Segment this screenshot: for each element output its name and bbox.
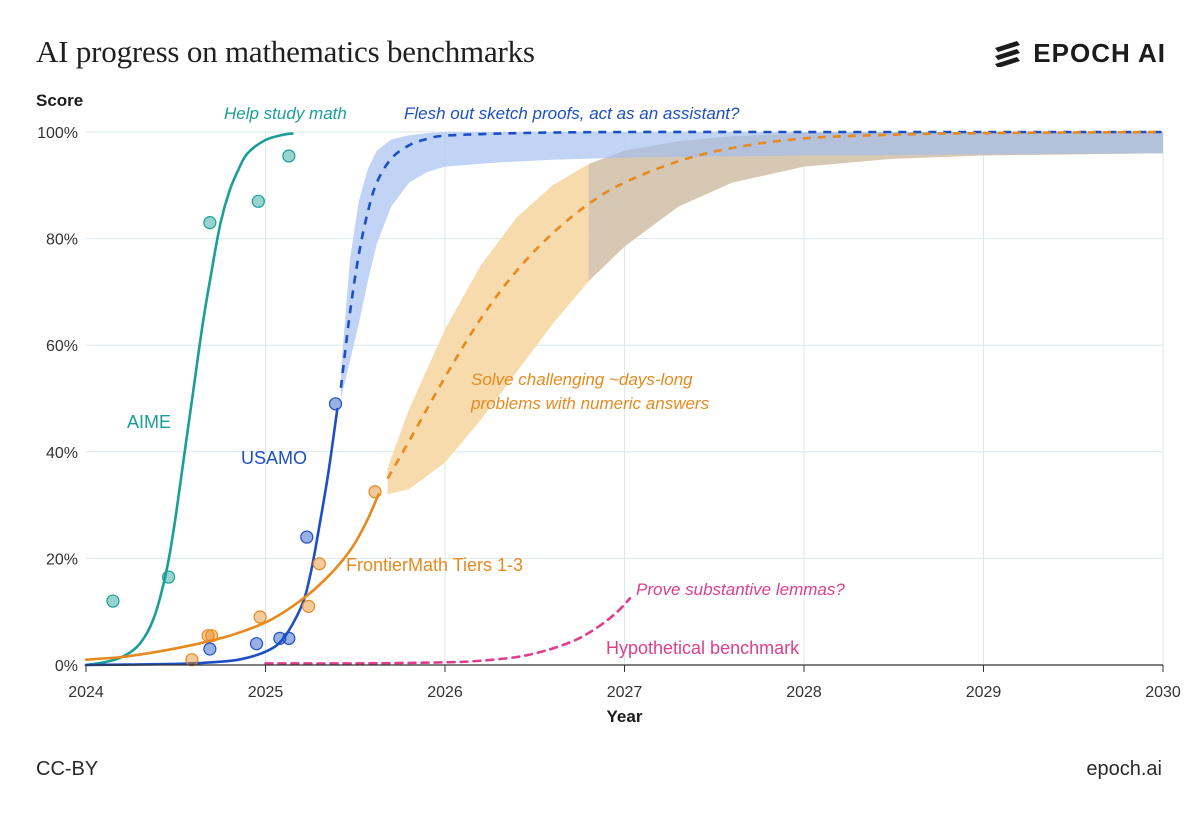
usamo-flesh-annotation: Flesh out sketch proofs, act as an assis… <box>404 104 740 123</box>
brand: EPOCH AI <box>993 38 1166 69</box>
frontiermath-data-point <box>301 599 316 613</box>
x-tick-label: 2025 <box>248 684 284 701</box>
y-tick-label: 0% <box>55 658 78 675</box>
points <box>106 149 382 667</box>
x-tick-label: 2026 <box>427 684 463 701</box>
epoch-logo-icon <box>995 40 1021 67</box>
aime-help-annotation: Help study math <box>224 104 347 123</box>
ticks: 0% 20% 40% 60% 80% 100% 2024 2025 2026 2027 2028 20… <box>37 125 1181 701</box>
x-tick-label: 2024 <box>68 684 104 701</box>
usamo-data-point <box>249 637 264 651</box>
hypothetical-line <box>264 597 632 665</box>
usamo-data-point <box>328 397 343 411</box>
aime-data-point <box>161 570 176 584</box>
usamo-projection-band <box>340 132 1163 399</box>
usamo-data-point <box>273 631 287 645</box>
frontiermath-data-point <box>253 610 267 624</box>
x-tick-label: 2030 <box>1145 684 1181 701</box>
x-tick-label: 2028 <box>786 684 822 701</box>
frontiermath-series-label: FrontierMath Tiers 1-3 <box>346 555 523 575</box>
y-tick-label: 80% <box>46 232 78 249</box>
site-link[interactable]: epoch.ai <box>1086 758 1162 780</box>
usamo-data-point <box>300 530 314 544</box>
frontiermath-line <box>84 493 380 661</box>
x-tick-label: 2027 <box>607 684 643 701</box>
usamo-data-point <box>203 642 217 656</box>
usamo-data-point <box>282 631 296 645</box>
frontiermath-data-point <box>205 629 219 643</box>
frontiermath-data-point <box>185 653 199 667</box>
aime-series-label: AIME <box>127 412 171 432</box>
x-axis-title: Year <box>607 707 643 726</box>
fm-solve-2-annotation: problems with numeric answers <box>470 394 710 413</box>
labels: Score Year AIME USAMO FrontierMath Tiers 1-3… <box>36 91 845 726</box>
brand-name: EPOCH AI <box>1033 38 1166 68</box>
hypothetical-series-label: Hypothetical benchmark <box>606 638 800 658</box>
usamo-series-label: USAMO <box>241 448 307 468</box>
frontiermath-projection-band <box>387 132 1164 495</box>
usamo-projection-line <box>339 130 1163 388</box>
y-tick-label: 100% <box>37 125 78 142</box>
page-title: AI progress on mathematics benchmarks <box>36 34 535 69</box>
aime-data-point <box>106 594 120 608</box>
aime-data-point <box>282 149 296 163</box>
aime-data-point <box>251 194 265 208</box>
aime-line <box>84 132 294 667</box>
frontiermath-data-point <box>368 485 382 499</box>
aime-data-point <box>203 216 217 230</box>
hyp-prove-annotation: Prove substantive lemmas? <box>636 580 845 599</box>
x-tick-label: 2029 <box>966 684 1002 701</box>
bands <box>340 132 1164 495</box>
license-label: CC-BY <box>36 758 99 780</box>
fm-solve-1-annotation: Solve challenging ~days-long <box>471 370 693 389</box>
band-overlap <box>588 132 1163 282</box>
y-tick-label: 20% <box>46 551 78 568</box>
y-tick-label: 40% <box>46 445 78 462</box>
y-axis-title: Score <box>36 91 83 110</box>
frontiermath-data-point <box>312 557 326 571</box>
frontiermath-data-point <box>201 629 215 643</box>
y-tick-label: 60% <box>46 338 78 355</box>
